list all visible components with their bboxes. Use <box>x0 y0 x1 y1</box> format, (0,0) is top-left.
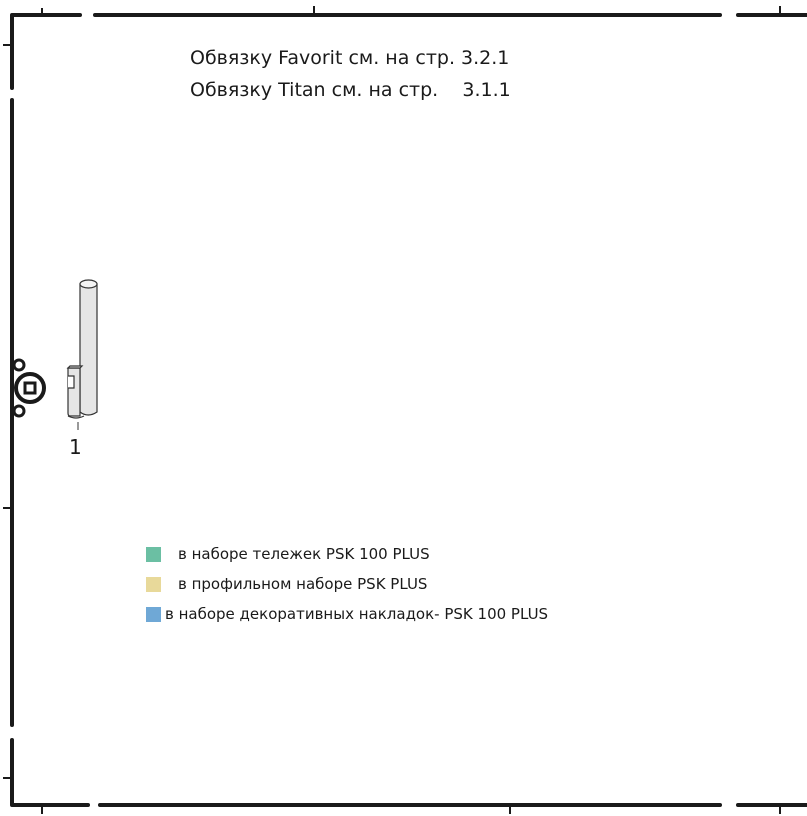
legend-swatch-yellow <box>146 577 161 592</box>
legend-swatch-blue <box>146 607 161 622</box>
legend-label: в наборе декоративных накладок- PSK 100 … <box>165 605 549 623</box>
part-1-profile-drawing <box>66 279 98 430</box>
handle-symbol-icon <box>12 358 46 418</box>
note-titan: Обвязку Titan см. на стр. 3.1.1 <box>190 79 511 101</box>
legend-label: в профильном наборе PSK PLUS <box>178 575 428 593</box>
note-favorit: Обвязку Favorit см. на стр. 3.2.1 <box>190 47 510 69</box>
reference-notes: Обвязку Favorit см. на стр. 3.2.1 Обвязк… <box>190 42 511 106</box>
part-number-label: 1 <box>69 435 82 459</box>
legend-label: в наборе тележек PSK 100 PLUS <box>178 545 430 563</box>
legend-swatch-green <box>146 547 161 562</box>
